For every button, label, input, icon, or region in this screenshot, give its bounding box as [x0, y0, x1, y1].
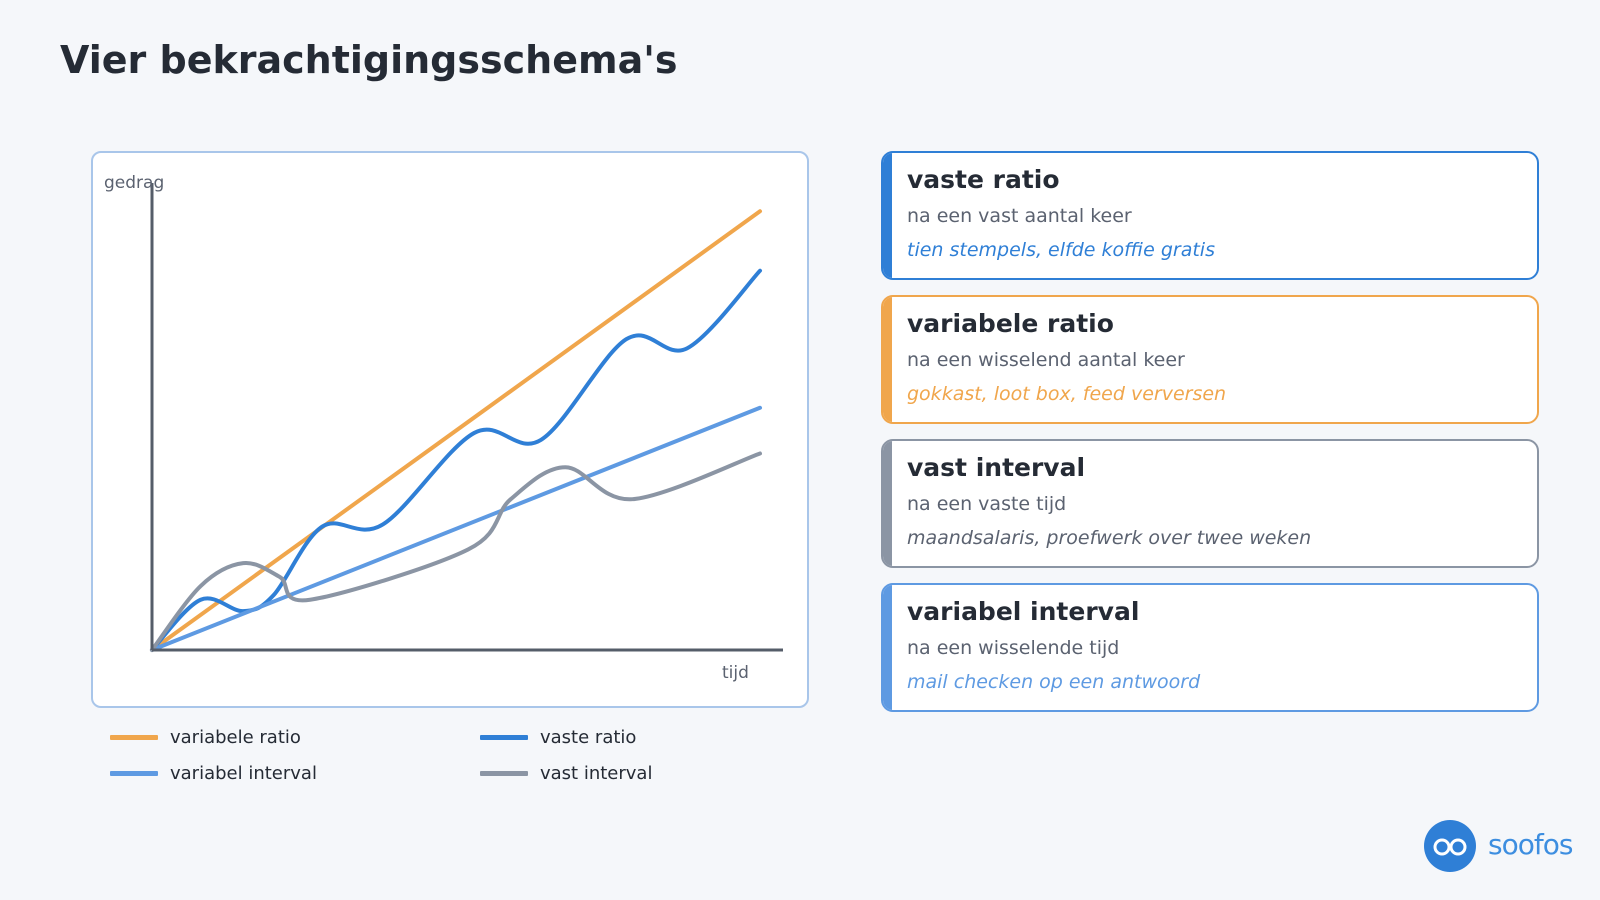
legend-label: variabel interval [170, 762, 317, 784]
legend-item-variabele-ratio: variabele ratio [110, 724, 301, 750]
legend-label: variabele ratio [170, 726, 301, 748]
legend-swatch [480, 770, 528, 776]
legend-label: vast interval [540, 762, 653, 784]
card-description: na een wisselende tijd [907, 637, 1120, 659]
card-title: vast interval [907, 453, 1086, 482]
y-axis-label: gedrag [104, 173, 164, 193]
x-axis-label: tijd [722, 663, 749, 683]
series-line-variabel-interval [150, 405, 762, 652]
series-line-vaste-ratio [150, 268, 762, 652]
page-title: Vier bekrachtigingsschema's [60, 38, 678, 82]
chart-panel: gedrag tijd [91, 151, 809, 708]
legend-item-vast-interval: vast interval [480, 760, 652, 786]
brand-name: soofos [1488, 828, 1573, 861]
card-example: tien stempels, elfde koffie gratis [907, 239, 1215, 261]
chart-legend: variabele ratio vaste ratio variabel int… [110, 724, 850, 804]
legend-swatch [480, 734, 528, 740]
card-vaste-ratio: vaste ratio na een vast aantal keer tien… [881, 151, 1539, 280]
card-accent-bar [883, 297, 892, 422]
legend-item-vaste-ratio: vaste ratio [480, 724, 636, 750]
card-title: variabel interval [907, 597, 1140, 626]
card-example: gokkast, loot box, feed verversen [907, 383, 1227, 405]
card-variabel-interval: variabel interval na een wisselende tijd… [881, 583, 1539, 712]
card-description: na een vaste tijd [907, 493, 1067, 515]
legend-label: vaste ratio [540, 726, 637, 748]
brand-logo: soofos [1424, 820, 1584, 874]
card-accent-bar [883, 585, 892, 710]
card-variabele-ratio: variabele ratio na een wisselend aantal … [881, 295, 1539, 424]
card-title: variabele ratio [907, 309, 1114, 338]
series-line-vast-interval [150, 451, 762, 652]
card-vast-interval: vast interval na een vaste tijd maandsal… [881, 439, 1539, 568]
card-description: na een vast aantal keer [907, 205, 1132, 227]
legend-item-variabel-interval: variabel interval [110, 760, 317, 786]
card-accent-bar [883, 441, 892, 566]
legend-swatch [110, 734, 158, 740]
card-accent-bar [883, 153, 892, 278]
glasses-icon [1424, 820, 1476, 872]
reinforcement-chart: gedrag tijd [104, 173, 783, 683]
legend-swatch [110, 770, 158, 776]
card-example: maandsalaris, proefwerk over twee weken [907, 527, 1312, 549]
series-line-variabele-ratio [150, 209, 762, 652]
card-title: vaste ratio [907, 165, 1060, 194]
card-example: mail checken op een antwoord [907, 671, 1201, 693]
card-description: na een wisselend aantal keer [907, 349, 1185, 371]
